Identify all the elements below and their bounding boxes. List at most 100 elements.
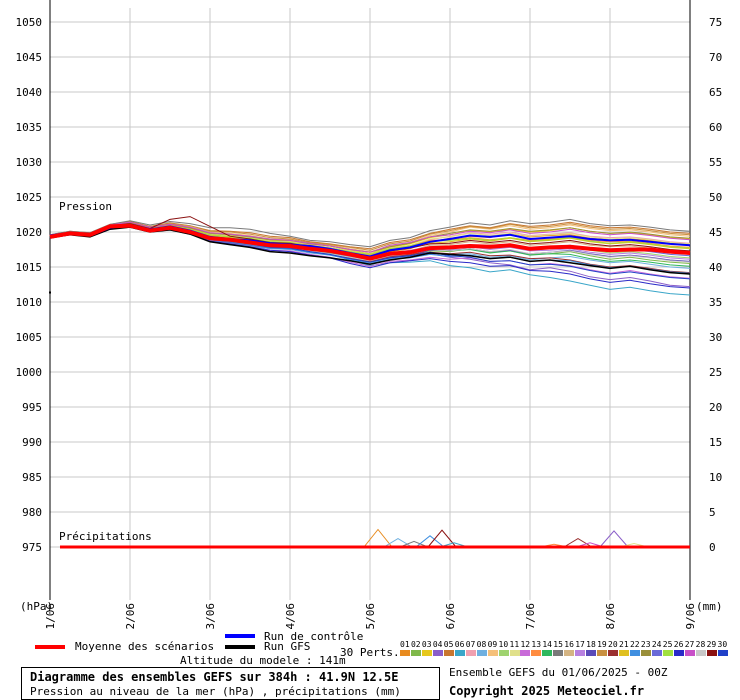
x-tick-label: 01/06: [44, 603, 57, 630]
member-swatch: [706, 650, 717, 656]
right-tick-label: 10: [709, 471, 722, 484]
member-swatch-label: 25: [662, 640, 673, 649]
precip-member-peak: [415, 535, 445, 548]
left-tick-label: 1000: [16, 366, 43, 379]
precip-member-peak: [599, 530, 629, 548]
left-tick-label: 995: [22, 401, 42, 414]
mean-legend-line: [35, 645, 65, 649]
mean-legend-label: Moyenne des scénarios: [75, 640, 215, 653]
pressure-annotation: Pression: [59, 200, 112, 213]
member-swatch: [454, 650, 465, 656]
footer-subtitle: Pression au niveau de la mer (hPa) , pré…: [30, 685, 401, 698]
member-swatch-label: 04: [432, 640, 443, 649]
right-tick-label: 35: [709, 296, 722, 309]
x-tick-label: 08/06: [604, 603, 617, 630]
gfs-legend-label: Run GFS: [264, 640, 311, 653]
member-swatch: [684, 650, 695, 656]
member-swatch-label: 12: [520, 640, 531, 649]
right-tick-label: 45: [709, 226, 722, 239]
member-swatch: [487, 650, 498, 656]
x-tick-label: 03/06: [204, 603, 217, 630]
member-swatch-label: 10: [498, 640, 509, 649]
right-tick-label: 30: [709, 331, 722, 344]
precip-annotation: Précipitations: [59, 530, 152, 543]
member-swatch: [542, 650, 553, 656]
precip-member-peak: [427, 529, 457, 548]
member-swatch-label: 23: [640, 640, 651, 649]
member-swatch-label: 29: [706, 640, 717, 649]
left-tick-label: 975: [22, 541, 42, 554]
member-swatch: [498, 650, 509, 656]
member-swatch-label: 20: [608, 640, 618, 649]
precip-member-peak: [399, 540, 429, 548]
grid: [49, 8, 691, 600]
left-tick-label: 1035: [16, 121, 43, 134]
member-swatch: [629, 650, 640, 656]
member-swatch-label: 21: [619, 640, 629, 649]
member-line: [49, 222, 691, 256]
member-swatch: [400, 650, 410, 656]
member-swatch: [662, 650, 673, 656]
footer-title: Diagramme des ensembles GEFS sur 384h : …: [30, 670, 399, 684]
x-tick-label: 04/06: [284, 603, 297, 630]
member-swatch: [575, 650, 586, 656]
left-tick-label: 990: [22, 436, 42, 449]
right-axis-unit: (mm): [696, 600, 723, 613]
x-tick-label: 02/06: [124, 603, 137, 630]
member-swatch: [520, 650, 531, 656]
member-swatch-label: 17: [575, 640, 585, 649]
member-swatch-label: 27: [684, 640, 695, 649]
copyright: Copyright 2025 Meteociel.fr: [449, 684, 645, 698]
member-swatch: [553, 650, 564, 656]
right-tick-label: 0: [709, 541, 716, 554]
run-info: Ensemble GEFS du 01/06/2025 - 00Z: [449, 666, 668, 679]
member-swatch: [509, 650, 520, 656]
member-swatch: [531, 650, 542, 656]
right-tick-label: 50: [709, 191, 722, 204]
member-swatch-label: 18: [586, 640, 596, 649]
member-swatch: [465, 650, 476, 656]
member-swatch-label: 16: [564, 640, 574, 649]
member-swatch-label: 05: [443, 640, 454, 649]
left-axis-unit: (hPa): [20, 600, 53, 613]
right-tick-label: 70: [709, 51, 722, 64]
gfs-legend-line: [225, 645, 255, 649]
member-swatch: [421, 650, 432, 656]
control-legend-line: [225, 634, 255, 638]
member-swatch-label: 19: [597, 640, 607, 649]
member-swatch-label: 22: [629, 640, 640, 649]
left-tick-label: 1015: [16, 261, 43, 274]
axis-dot: [49, 291, 51, 294]
left-tick-label: 1030: [16, 156, 43, 169]
member-swatch-label: 01: [400, 640, 410, 649]
member-swatch: [586, 650, 597, 656]
member-swatch-label: 02: [410, 640, 421, 649]
right-tick-label: 25: [709, 366, 722, 379]
member-swatch: [476, 650, 487, 656]
left-tick-label: 1020: [16, 226, 43, 239]
x-tick-label: 05/06: [364, 603, 377, 630]
member-swatch-label: 06: [454, 640, 465, 649]
member-line: [49, 218, 691, 248]
member-swatch: [564, 650, 575, 656]
member-swatch: [695, 650, 706, 656]
left-tick-label: 980: [22, 506, 42, 519]
control-legend-label: Run de contrôle: [264, 630, 364, 643]
member-swatch: [443, 650, 454, 656]
member-swatch: [432, 650, 443, 656]
member-swatch-label: 07: [465, 640, 476, 649]
member-swatch: [640, 650, 651, 656]
member-swatch-label: 24: [651, 640, 662, 649]
precip-member-peak: [363, 528, 393, 548]
member-swatch: [410, 650, 421, 656]
right-tick-label: 55: [709, 156, 722, 169]
x-tick-label: 09/06: [684, 603, 697, 630]
member-swatch-label: 11: [509, 640, 520, 649]
member-line: [49, 221, 691, 253]
member-swatch: [673, 650, 684, 656]
right-tick-label: 20: [709, 401, 722, 414]
right-tick-label: 65: [709, 86, 722, 99]
member-swatch-label: 30: [717, 640, 728, 649]
left-tick-label: 1010: [16, 296, 43, 309]
member-swatch-label: 03: [421, 640, 432, 649]
